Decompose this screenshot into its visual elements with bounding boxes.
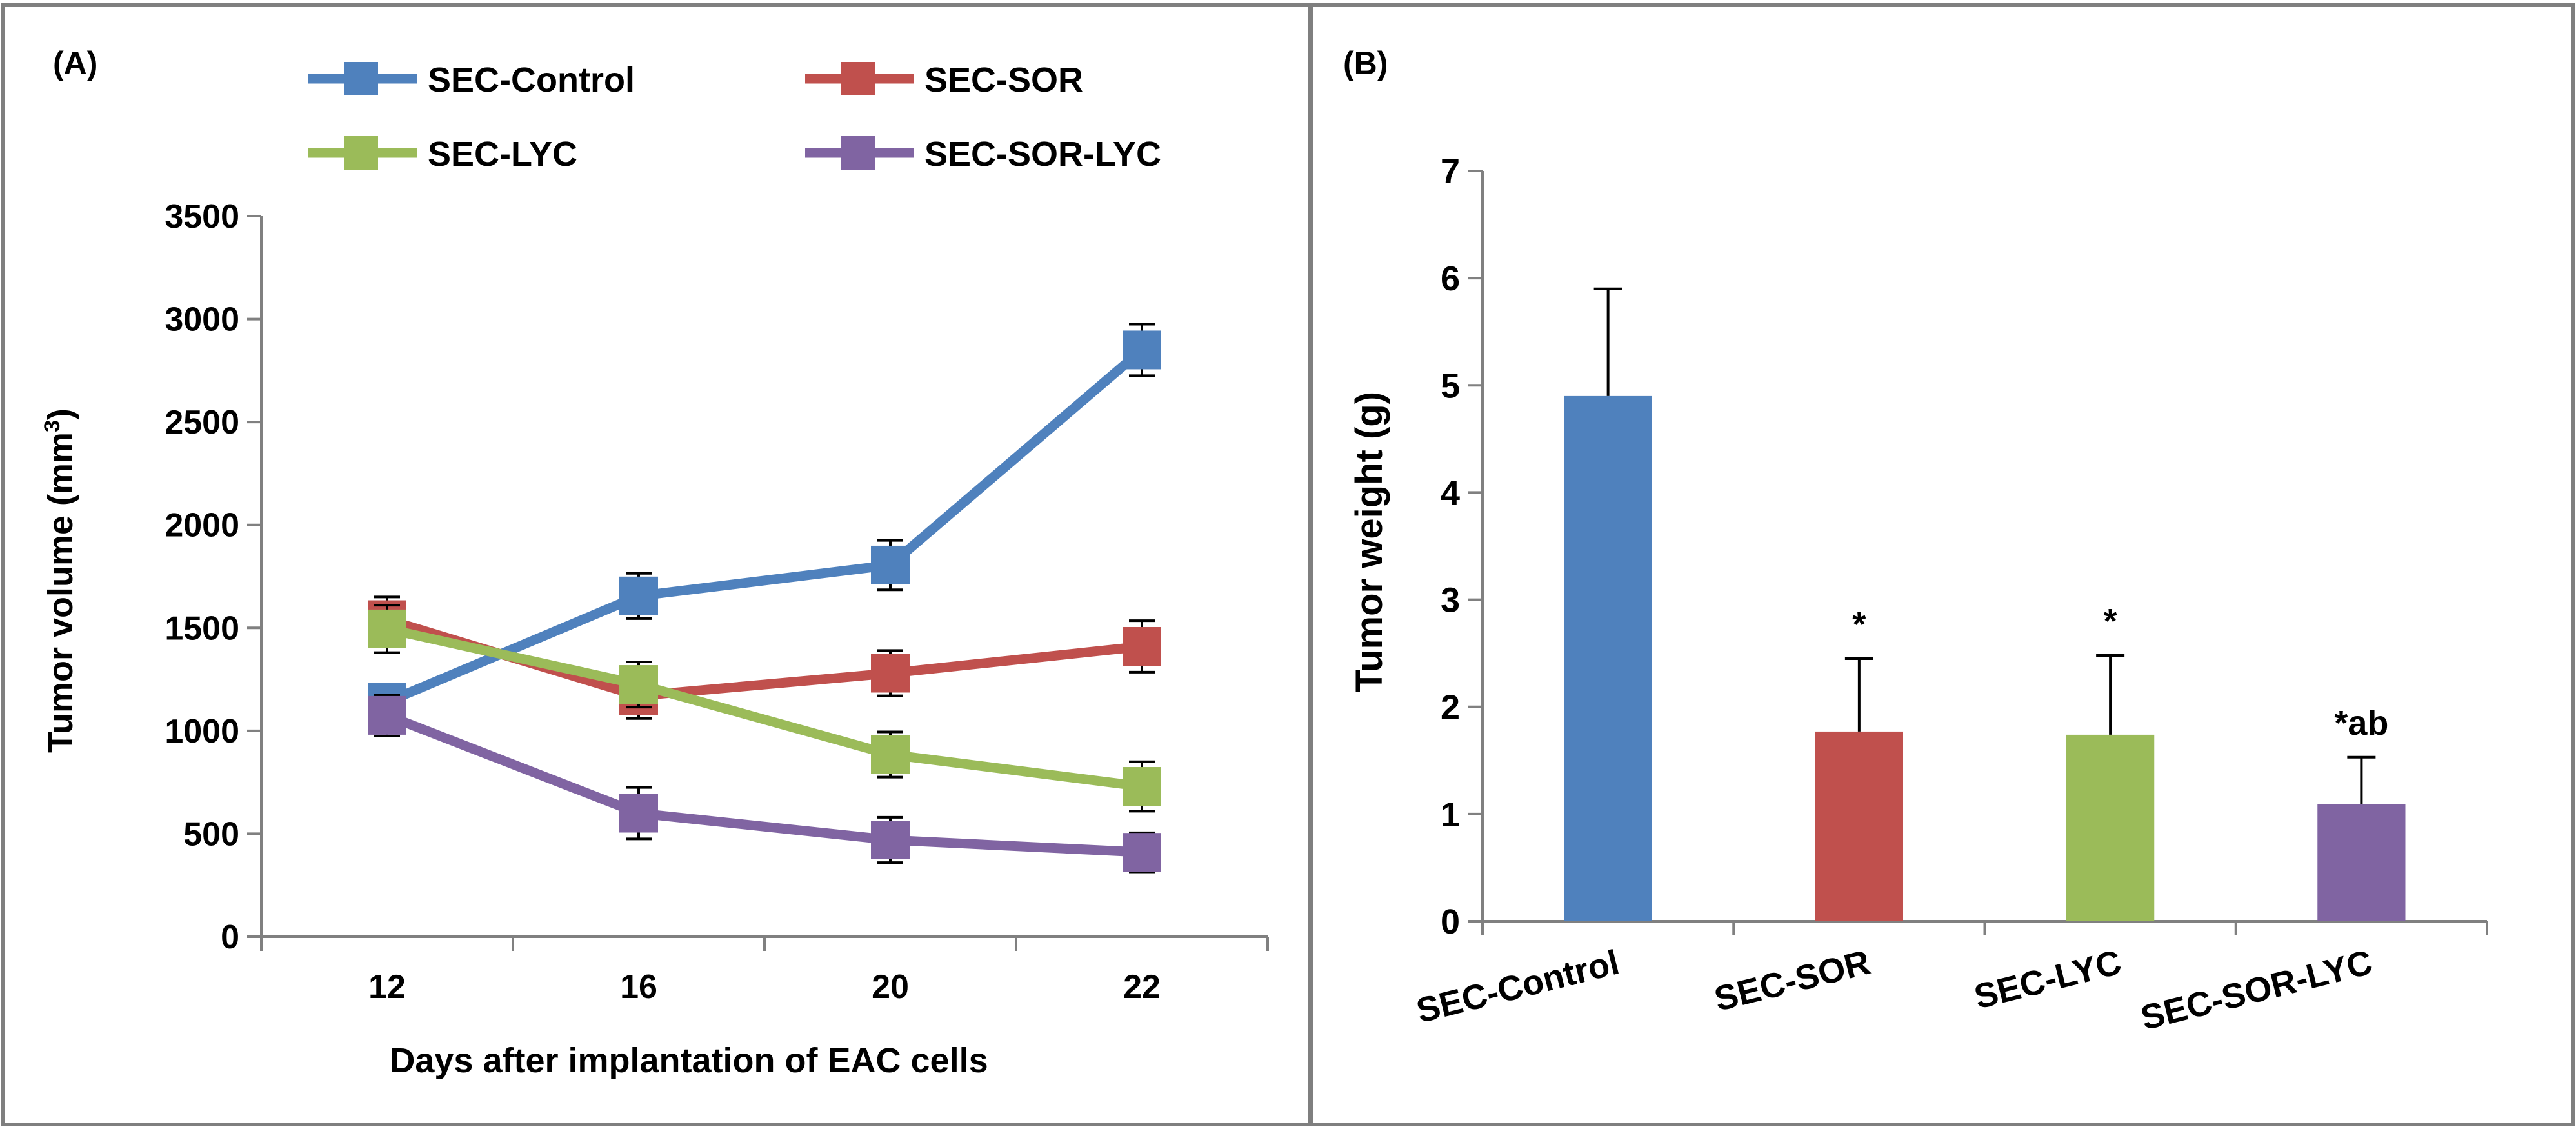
data-point-sec-lyc: [619, 665, 658, 704]
panel-a-y-tick-label: 2500: [165, 404, 239, 441]
panel-a-y-tick-label: 500: [183, 815, 239, 853]
significance-label-sec-sor: *: [1852, 605, 1866, 644]
bar-sec-sor-lyc: [2317, 804, 2406, 921]
panel-a-y-tick-label: 2000: [165, 507, 239, 545]
legend-label-sec-sor: SEC-SOR: [924, 61, 1083, 99]
panel-b-label: (B): [1343, 45, 1388, 81]
panel-a-ylabel-main: Tumor volume (mm: [41, 432, 80, 753]
panel-b-y-tick-label: 5: [1441, 366, 1460, 405]
panel-b-y-axis-title: Tumor weight (g): [1348, 392, 1390, 692]
series-line-sec-sor-lyc: [385, 710, 1143, 857]
data-point-sec-sor: [871, 654, 910, 693]
panel-b-frame: [1310, 3, 2575, 1126]
legend-marker-sec-lyc: [344, 136, 378, 170]
data-point-sec-sor-lyc: [619, 794, 658, 833]
data-point-sec-lyc: [368, 609, 406, 648]
data-point-sec-sor-lyc: [871, 821, 910, 860]
panel-a-y-tick-label: 1500: [165, 610, 239, 647]
panel-a-ylabel-close: ): [41, 408, 80, 420]
panel-a-y-tick-label: 3000: [165, 301, 239, 339]
panel-a-ylabel-superscript: 3: [40, 420, 65, 432]
panel-b-y-tick-label: 1: [1441, 795, 1460, 834]
data-point-sec-sor: [1123, 627, 1161, 666]
data-point-sec-lyc: [1123, 767, 1161, 806]
panel-a-x-tick-label: 22: [1123, 968, 1161, 1006]
data-point-sec-lyc: [871, 735, 910, 774]
panel-b-y-tick-label: 4: [1441, 474, 1460, 512]
panel-b-y-tick-label: 2: [1441, 688, 1460, 727]
data-point-sec-sor-lyc: [1123, 833, 1161, 872]
bar-sec-sor: [1815, 731, 1903, 921]
panel-a-x-tick-label: 20: [872, 968, 909, 1006]
bar-sec-control: [1564, 395, 1652, 921]
panel-b-y-tick-label: 6: [1441, 259, 1460, 298]
panel-b-y-tick-label: 3: [1441, 581, 1460, 620]
panel-a-label: (A): [53, 45, 97, 81]
data-point-sec-control: [871, 545, 910, 584]
data-point-sec-sor-lyc: [368, 695, 406, 735]
legend-label-sec-sor-lyc: SEC-SOR-LYC: [924, 135, 1161, 174]
bar-sec-lyc: [2066, 734, 2155, 921]
panel-a-x-axis-title: Days after implantation of EAC cells: [390, 1041, 988, 1080]
legend-marker-sec-control: [344, 62, 378, 95]
panel-a-series: [368, 323, 1161, 874]
data-point-sec-control: [1123, 330, 1161, 370]
panel-b-y-tick-label: 0: [1441, 903, 1460, 941]
legend-marker-sec-sor-lyc: [841, 136, 875, 170]
panel-b-y-tick-label: 7: [1441, 152, 1460, 191]
series-line-sec-control: [385, 346, 1145, 707]
significance-label-sec-lyc: *: [2104, 602, 2117, 641]
legend-label-sec-lyc: SEC-LYC: [428, 135, 577, 174]
series-line-sec-lyc: [386, 624, 1143, 792]
panel-a-x-tick-label: 12: [368, 968, 406, 1006]
panel-a-y-axis-title: Tumor volume (mm3): [40, 408, 80, 753]
panel-a-line-chart: (A) SEC-Control SEC-SOR SEC-LYC SEC-SOR-LYC…: [40, 45, 1269, 1080]
significance-label-sec-sor-lyc: *ab: [2334, 704, 2388, 743]
panel-a-y-tick-label: 0: [221, 919, 239, 956]
panel-a-legend: SEC-Control SEC-SOR SEC-LYC SEC-SOR-LYC: [308, 61, 1161, 174]
panel-a-y-tick-label: 3500: [165, 198, 239, 235]
legend-label-sec-control: SEC-Control: [428, 61, 635, 99]
panel-a-y-tick-label: 1000: [165, 713, 239, 750]
data-point-sec-control: [619, 576, 658, 615]
panel-a-x-tick-label: 16: [620, 968, 657, 1006]
legend-marker-sec-sor: [841, 62, 875, 95]
